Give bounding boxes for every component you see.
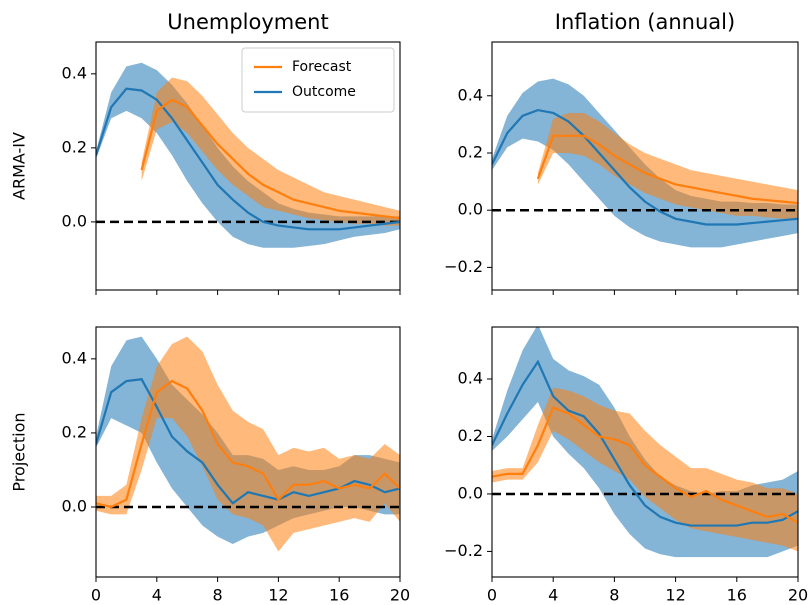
x-tick-label: 4 (152, 586, 162, 605)
plot-area (96, 336, 400, 552)
y-tick-label: −0.2 (444, 541, 483, 560)
y-tick-label: 0.4 (458, 369, 483, 388)
y-tick-label: 0.4 (458, 85, 483, 104)
panel-title: Inflation (annual) (555, 10, 735, 34)
series-line (492, 406, 798, 524)
series-line (96, 87, 400, 231)
y-tick-label: 0.0 (458, 200, 483, 219)
x-tick-label: 16 (727, 586, 747, 605)
y-axis-label: ARMA-IV (10, 132, 29, 200)
series-line (536, 134, 798, 205)
series-line (140, 98, 400, 220)
axes-frame (95, 326, 401, 578)
y-tick-label: 0.4 (62, 348, 87, 367)
y-tick-label: 0.0 (458, 483, 483, 502)
axes-frame (491, 41, 799, 291)
legend-label: Forecast (292, 59, 352, 75)
series-line (492, 108, 798, 226)
plot-area (492, 78, 798, 248)
x-tick-label: 12 (268, 586, 288, 605)
x-tick-label: 12 (665, 586, 685, 605)
y-tick-label: 0.0 (62, 211, 87, 230)
confidence-band (537, 112, 798, 219)
legend-label: Outcome (292, 84, 356, 100)
x-tick-label: 8 (213, 586, 223, 605)
y-tick-label: −0.2 (444, 257, 483, 276)
confidence-band (141, 77, 400, 226)
series-line (96, 378, 400, 505)
axes-frame (95, 41, 401, 291)
series-line (96, 379, 400, 509)
series-line (492, 359, 798, 527)
axes-frame (491, 326, 799, 578)
confidence-band (492, 387, 798, 552)
x-tick-label: 8 (609, 586, 619, 605)
confidence-band (96, 336, 400, 552)
plot-area (492, 327, 798, 558)
y-tick-label: 0.2 (458, 142, 483, 161)
panel-title: Unemployment (167, 10, 328, 34)
y-tick-label: 0.4 (62, 63, 87, 82)
y-tick-label: 0.2 (458, 426, 483, 445)
y-axis-label: Projection (10, 412, 29, 491)
x-tick-label: 20 (788, 586, 808, 605)
legend-box (241, 47, 395, 113)
x-tick-label: 20 (390, 586, 410, 605)
x-tick-label: 0 (487, 586, 497, 605)
y-tick-label: 0.2 (62, 137, 87, 156)
plot-area (96, 62, 400, 248)
y-tick-label: 0.0 (62, 497, 87, 516)
x-tick-label: 16 (329, 586, 349, 605)
y-tick-label: 0.2 (62, 422, 87, 441)
x-tick-label: 4 (548, 586, 558, 605)
x-tick-label: 0 (91, 586, 101, 605)
